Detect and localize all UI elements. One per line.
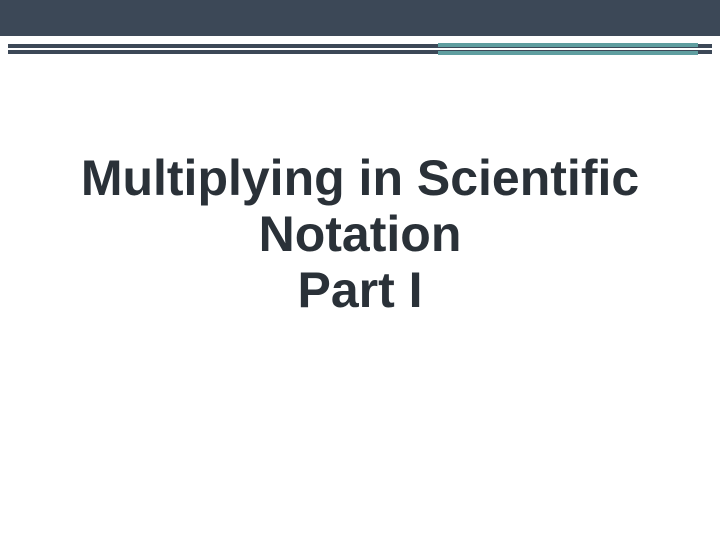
title-line-2: Notation <box>0 206 720 262</box>
title-line-3: Part I <box>0 262 720 318</box>
header-band <box>0 0 720 36</box>
accent-rule-2 <box>8 50 712 54</box>
title-block: Multiplying in Scientific Notation Part … <box>0 150 720 318</box>
accent-rule-2-teal <box>438 51 698 55</box>
title-line-1: Multiplying in Scientific <box>0 150 720 206</box>
accent-rule-1-teal <box>438 43 698 47</box>
accent-rule-1 <box>8 44 712 48</box>
